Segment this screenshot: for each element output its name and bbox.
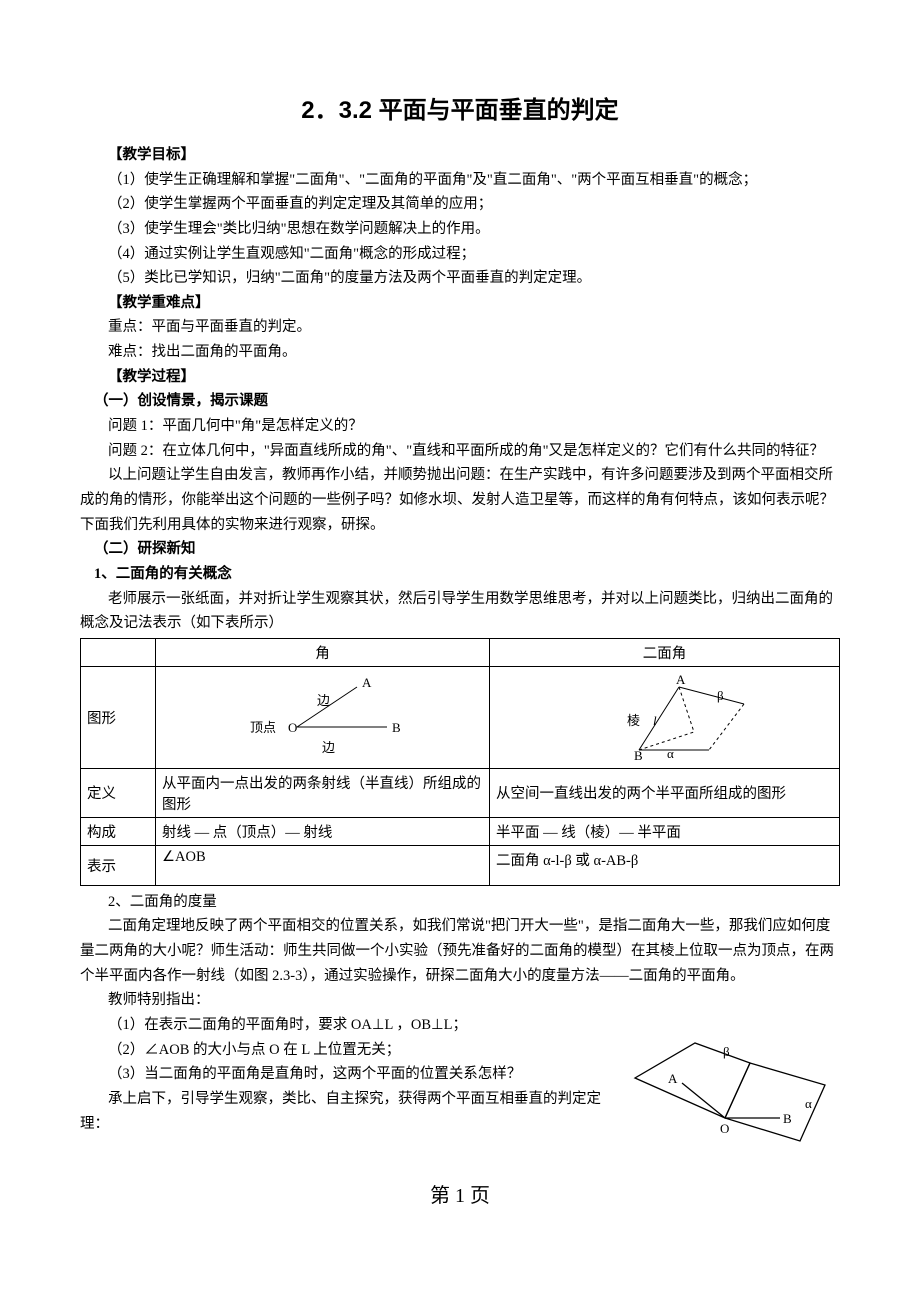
row-label-not: 表示 xyxy=(81,845,156,885)
angle-figure-cell: A B O 边 边 顶点 xyxy=(156,666,490,768)
svg-text:A: A xyxy=(676,672,686,687)
svg-text:l: l xyxy=(653,713,657,728)
header-angle: 角 xyxy=(156,638,490,666)
svg-text:B: B xyxy=(634,748,643,762)
not-dihedral: 二面角 α-l-β 或 α-AB-β xyxy=(489,845,839,885)
difficulty-label: 【教学重难点】 xyxy=(108,291,840,316)
document-page: 2．3.2 平面与平面垂直的判定 【教学目标】 （1）使学生正确理解和掌握"二面… xyxy=(0,0,920,1302)
goals-label: 【教学目标】 xyxy=(108,143,840,168)
svg-text:β: β xyxy=(723,1044,730,1059)
svg-text:B: B xyxy=(783,1111,792,1126)
goal-4: （4）通过实例让学生直观感知"二面角"概念的形成过程； xyxy=(80,242,840,267)
dihedral-figure-cell: A B l β α 棱 xyxy=(489,666,839,768)
angle-figure-svg: A B O 边 边 顶点 xyxy=(222,672,422,762)
comparison-table: 角 二面角 图形 A B O 边 边 顶点 xyxy=(80,638,840,886)
def-dihedral: 从空间一直线出发的两个半平面所组成的图形 xyxy=(489,768,839,817)
svg-text:α: α xyxy=(805,1096,812,1111)
difficulty-2: 难点：找出二面角的平面角。 xyxy=(80,340,840,365)
sub2-p1: 二面角定理地反映了两个平面相交的位置关系，如我们常说"把门开大一些"，是指二面角… xyxy=(80,914,840,988)
svg-text:O: O xyxy=(288,720,297,735)
svg-text:A: A xyxy=(668,1071,678,1086)
row-label-def: 定义 xyxy=(81,768,156,817)
row-label-figure: 图形 xyxy=(81,666,156,768)
svg-text:β: β xyxy=(717,688,724,703)
svg-text:边: 边 xyxy=(317,693,330,708)
question-followup: 以上问题让学生自由发言，教师再作小结，并顺势抛出问题：在生产实践中，有许多问题要… xyxy=(80,463,840,537)
part1-heading: （一）创设情景，揭示课题 xyxy=(80,389,840,414)
part2-heading: （二）研探新知 xyxy=(80,537,840,562)
table-definition-row: 定义 从平面内一点出发的两条射线（半直线）所组成的图形 从空间一直线出发的两个半… xyxy=(81,768,840,817)
header-dihedral: 二面角 xyxy=(489,638,839,666)
svg-text:顶点: 顶点 xyxy=(250,720,276,735)
goal-1: （1）使学生正确理解和掌握"二面角"、"二面角的平面角"及"直二面角"、"两个平… xyxy=(80,168,840,193)
svg-text:A: A xyxy=(362,675,372,690)
svg-text:边: 边 xyxy=(322,740,335,755)
comp-angle: 射线 — 点（顶点）— 射线 xyxy=(156,817,490,845)
table-notation-row: 表示 ∠AOB 二面角 α-l-β 或 α-AB-β xyxy=(81,845,840,885)
sub1-text: 老师展示一张纸面，并对折让学生观察其状，然后引导学生用数学思维思考，并对以上问题… xyxy=(80,587,840,636)
goal-5: （5）类比已学知识，归纳"二面角"的度量方法及两个平面垂直的判定定理。 xyxy=(80,266,840,291)
goal-3: （3）使学生理会"类比归纳"思想在数学问题解决上的作用。 xyxy=(80,217,840,242)
dihedral-figure-svg: A B l β α 棱 xyxy=(549,672,779,762)
svg-text:α: α xyxy=(667,746,674,761)
process-label: 【教学过程】 xyxy=(108,365,840,390)
def-angle: 从平面内一点出发的两条射线（半直线）所组成的图形 xyxy=(156,768,490,817)
page-title: 2．3.2 平面与平面垂直的判定 xyxy=(80,90,840,125)
page-footer: 第 1 页 xyxy=(80,1179,840,1208)
dihedral-3d-svg: A B O β α xyxy=(620,1013,840,1153)
table-composition-row: 构成 射线 — 点（顶点）— 射线 半平面 — 线（棱）— 半平面 xyxy=(81,817,840,845)
svg-text:O: O xyxy=(720,1121,729,1136)
dihedral-3d-figure: A B O β α xyxy=(620,1013,840,1153)
goal-2: （2）使学生掌握两个平面垂直的判定定理及其简单的应用； xyxy=(80,192,840,217)
comp-dihedral: 半平面 — 线（棱）— 半平面 xyxy=(489,817,839,845)
table-figure-row: 图形 A B O 边 边 顶点 xyxy=(81,666,840,768)
table-header-row: 角 二面角 xyxy=(81,638,840,666)
question-2: 问题 2：在立体几何中，"异面直线所成的角"、"直线和平面所成的角"又是怎样定义… xyxy=(80,439,840,464)
svg-text:B: B xyxy=(392,720,401,735)
difficulty-1: 重点：平面与平面垂直的判定。 xyxy=(80,315,840,340)
header-blank xyxy=(81,638,156,666)
svg-text:棱: 棱 xyxy=(627,713,640,728)
question-1: 问题 1：平面几何中"角"是怎样定义的？ xyxy=(80,414,840,439)
row-label-comp: 构成 xyxy=(81,817,156,845)
not-angle: ∠AOB xyxy=(156,845,490,885)
sub2-teacher: 教师特别指出： xyxy=(80,988,840,1013)
sub2-heading: 2、二面角的度量 xyxy=(80,890,840,915)
sub1-heading: 1、二面角的有关概念 xyxy=(80,562,840,587)
